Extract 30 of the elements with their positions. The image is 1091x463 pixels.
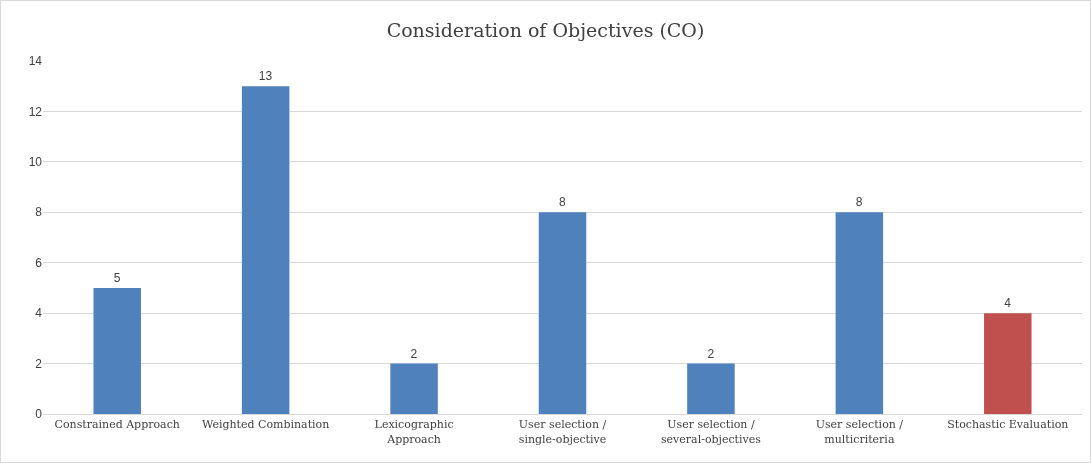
x-tick-label: User selection / single-objective xyxy=(518,418,607,446)
x-tick-label: Constrained Approach xyxy=(54,418,180,432)
data-label: 4 xyxy=(1004,296,1012,311)
data-label: 8 xyxy=(559,195,566,210)
bar xyxy=(241,86,290,414)
y-tick-label: 6 xyxy=(35,255,43,270)
data-label: 2 xyxy=(707,346,715,361)
x-tick-label: Lexicographic Approach xyxy=(374,418,454,446)
bar xyxy=(835,212,884,414)
x-tick-label: Weighted Combination xyxy=(201,418,330,432)
y-tick-label: 0 xyxy=(35,407,43,422)
chart-title: Consideration of Objectives (CO) xyxy=(386,19,705,42)
y-tick-label: 10 xyxy=(28,155,43,170)
data-label: 13 xyxy=(258,69,273,84)
bar xyxy=(687,363,735,414)
y-tick-label: 8 xyxy=(35,205,43,220)
y-tick-label: 12 xyxy=(28,104,43,119)
x-tick-label: Stochastic Evaluation xyxy=(947,418,1069,432)
data-label: 8 xyxy=(855,195,863,210)
data-label: 2 xyxy=(410,346,418,361)
bar xyxy=(93,287,141,414)
bar xyxy=(984,313,1032,414)
y-tick-label: 4 xyxy=(35,306,43,321)
x-tick-label: User selection / several-objectives xyxy=(660,418,762,446)
x-tick-label: User selection / multicriteria xyxy=(815,418,904,446)
y-tick-label: 2 xyxy=(35,356,43,371)
y-tick-label: 14 xyxy=(28,54,43,69)
bar xyxy=(538,212,587,414)
bar xyxy=(390,363,438,414)
data-label: 5 xyxy=(113,270,121,285)
